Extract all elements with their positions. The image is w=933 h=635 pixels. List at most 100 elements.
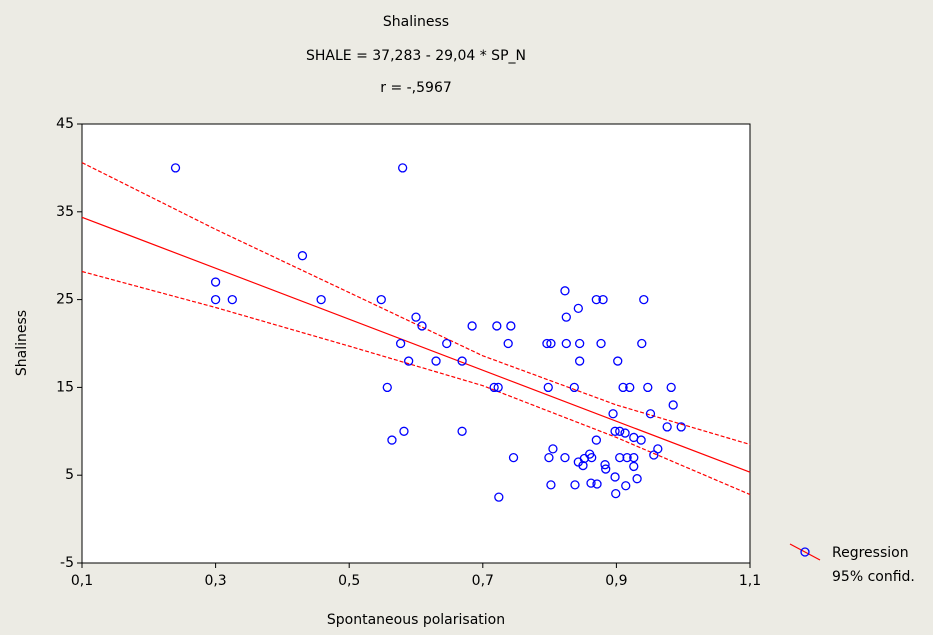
point <box>591 294 602 305</box>
point <box>442 338 452 349</box>
y-tick-label: 45 <box>56 116 74 132</box>
point <box>586 478 596 488</box>
point <box>543 382 553 393</box>
point <box>546 338 556 349</box>
point <box>316 294 326 305</box>
point <box>676 422 686 432</box>
y-tick-label: 25 <box>56 292 74 308</box>
point <box>417 321 427 331</box>
point <box>625 382 635 393</box>
point <box>611 488 621 499</box>
point <box>662 422 672 432</box>
point <box>629 461 639 472</box>
point <box>503 338 513 349</box>
x-axis-label: Spontaneous polarisation <box>327 612 505 628</box>
point <box>613 356 623 366</box>
chart-title: Shaliness <box>383 14 449 30</box>
point <box>629 452 639 463</box>
point <box>575 338 585 349</box>
chart-subtitle: SHALE = 37,283 - 29,04 * SP_N <box>306 48 526 64</box>
x-tick-label: 0,9 <box>605 573 627 589</box>
legend-label: Regression <box>832 545 909 561</box>
point <box>542 338 552 349</box>
y-tick-label: 15 <box>56 379 74 395</box>
point <box>620 428 630 438</box>
annotation: r = -,5967 <box>380 80 452 96</box>
point <box>297 251 308 261</box>
point <box>457 426 467 436</box>
y-axis-label: Shaliness <box>14 310 30 376</box>
point <box>493 382 503 393</box>
point <box>592 479 602 489</box>
point <box>399 426 409 436</box>
point <box>387 435 397 445</box>
point <box>489 382 499 393</box>
point <box>632 474 642 484</box>
point <box>649 450 659 460</box>
x-tick-label: 0,1 <box>71 573 93 589</box>
point <box>210 277 221 287</box>
point <box>560 452 570 463</box>
x-tick-label: 0,5 <box>338 573 360 589</box>
plot-area <box>81 123 751 564</box>
point <box>404 356 414 366</box>
point <box>573 303 583 314</box>
point <box>546 480 556 490</box>
x-tick-label: 0,3 <box>204 573 226 589</box>
point <box>544 452 554 463</box>
point <box>548 444 558 454</box>
legend-point <box>800 547 810 557</box>
point <box>569 382 579 393</box>
point <box>561 338 571 349</box>
point <box>467 321 477 331</box>
point <box>492 321 502 331</box>
point <box>570 480 580 490</box>
point <box>575 356 585 366</box>
point <box>591 435 602 445</box>
legend-label: 95% confid. <box>832 569 915 585</box>
point <box>639 294 649 305</box>
confidence-lower <box>81 270 751 496</box>
point <box>666 382 676 393</box>
point <box>578 460 588 471</box>
point <box>508 452 519 463</box>
point <box>637 338 647 349</box>
point <box>210 294 221 305</box>
point <box>579 453 589 464</box>
point <box>170 163 181 173</box>
point <box>610 426 620 436</box>
point <box>397 163 408 173</box>
point <box>560 286 570 296</box>
legend-line <box>789 543 821 561</box>
regression-line <box>81 216 751 473</box>
point <box>431 356 441 366</box>
point <box>395 338 406 349</box>
point <box>376 294 386 305</box>
point <box>636 435 646 445</box>
point <box>622 452 632 463</box>
point <box>561 312 571 322</box>
point <box>598 294 608 305</box>
point <box>600 460 610 470</box>
point <box>411 312 421 322</box>
y-tick-label: 35 <box>56 204 74 220</box>
x-tick-label: 0,7 <box>472 573 494 589</box>
point <box>615 426 625 436</box>
point <box>645 409 656 419</box>
y-tick-label: -5 <box>60 555 74 571</box>
point <box>618 382 628 393</box>
x-tick-label: 1,1 <box>739 573 761 589</box>
point <box>494 492 504 502</box>
point <box>596 338 606 349</box>
point <box>227 294 237 305</box>
y-tick-label: 5 <box>65 467 74 483</box>
point <box>382 382 392 393</box>
point <box>608 409 618 419</box>
point <box>668 400 678 410</box>
point <box>643 382 653 393</box>
point <box>621 481 631 491</box>
point <box>506 321 516 331</box>
point <box>615 452 625 463</box>
point <box>610 472 620 482</box>
